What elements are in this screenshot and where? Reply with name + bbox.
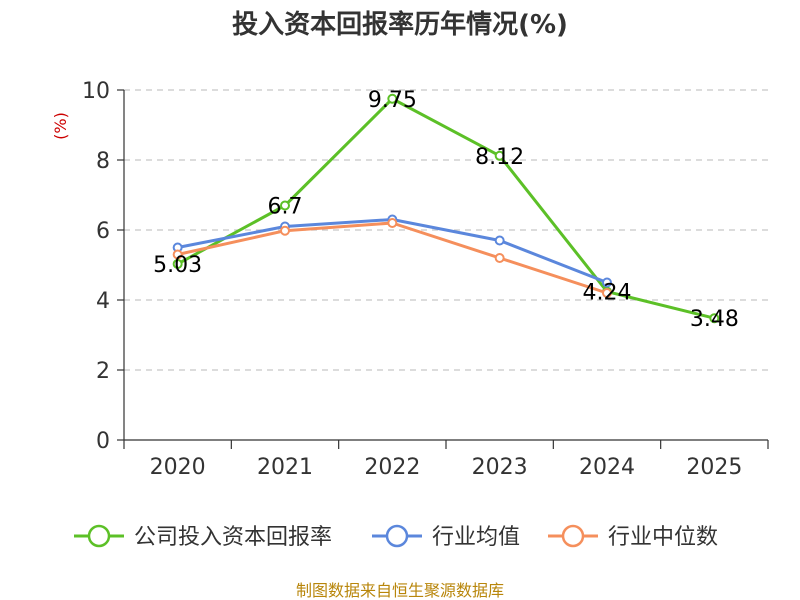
legend-marker — [385, 524, 409, 548]
legend-label: 公司投入资本回报率 — [134, 525, 332, 550]
source-note: 制图数据来自恒生聚源数据库 — [296, 581, 504, 600]
data-point — [602, 277, 612, 288]
x-tick-label: 2021 — [257, 455, 313, 480]
axes: 0 2 4 6 8 10 2020 2021 2022 2023 2024 2025 — [82, 79, 769, 480]
y-tick-label: 8 — [96, 149, 110, 174]
data-label: 9.75 — [368, 88, 417, 113]
data-point — [387, 218, 398, 228]
data-label: 6.7 — [268, 195, 303, 220]
data-point — [494, 235, 505, 246]
legend-item-0[interactable]: 公司投入资本回报率 — [74, 524, 332, 550]
series-line-0 — [176, 97, 715, 320]
y-tick-label: 0 — [96, 429, 110, 454]
chart-title: 投入资本回报率历年情况(%) — [232, 9, 568, 40]
x-tick-label: 2024 — [579, 455, 635, 480]
y-tick-label: 4 — [96, 289, 110, 314]
x-tick-label: 2023 — [472, 455, 528, 480]
data-point — [709, 313, 720, 324]
data-point — [387, 93, 398, 104]
series-lines — [172, 93, 720, 324]
legend-marker — [561, 524, 585, 548]
legend-label: 行业均值 — [432, 525, 520, 550]
data-point — [494, 253, 505, 263]
data-label: 8.12 — [475, 145, 524, 170]
x-tick-label: 2025 — [686, 455, 742, 480]
legend-item-1[interactable]: 行业均值 — [372, 524, 520, 550]
legend-item-2[interactable]: 行业中位数 — [548, 524, 718, 550]
data-point — [602, 288, 612, 298]
data-label: 5.03 — [153, 253, 202, 278]
data-label: 3.48 — [690, 307, 739, 332]
x-tick-label: 2020 — [150, 455, 206, 480]
data-point — [494, 150, 505, 161]
data-point — [280, 225, 290, 236]
data-labels: 5.03 6.7 9.75 8.12 4.24 3.48 — [153, 88, 739, 332]
y-tick-label: 6 — [96, 219, 110, 244]
data-label: 4.24 — [583, 281, 632, 306]
legend-label: 行业中位数 — [608, 525, 718, 550]
data-point — [172, 258, 183, 269]
x-tick-label: 2022 — [364, 455, 420, 480]
y-tick-label: 2 — [96, 359, 110, 384]
legend: 公司投入资本回报率 行业均值 行业中位数 — [74, 524, 718, 550]
data-point — [280, 200, 290, 211]
y-axis-unit: (%) — [51, 112, 70, 140]
legend-marker — [87, 524, 111, 548]
y-tick-label: 10 — [82, 79, 110, 104]
data-point — [172, 249, 183, 260]
